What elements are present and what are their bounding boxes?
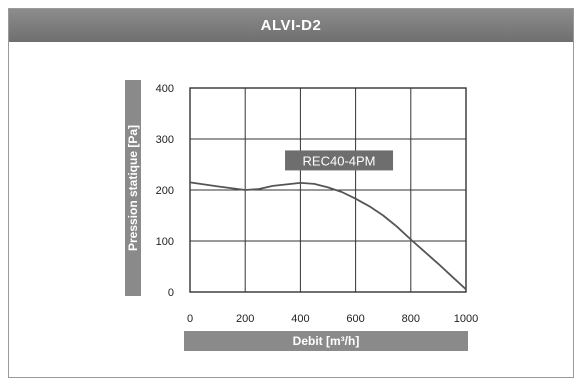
x-tick-label: 400 xyxy=(291,313,309,325)
chart-title: ALVI-D2 xyxy=(260,17,322,34)
plot-frame xyxy=(189,87,467,293)
x-tick-label: 200 xyxy=(236,313,254,325)
y-axis-label: Pression statique [Pa] xyxy=(126,125,140,251)
y-tick-label: 0 xyxy=(168,287,174,299)
x-tick-label: 800 xyxy=(402,313,420,325)
series-line-0 xyxy=(189,181,467,291)
annotation-label-0: REC40-4PM xyxy=(303,153,376,168)
y-tick-label: 200 xyxy=(156,185,174,197)
grid xyxy=(189,87,467,293)
x-axis-label-band xyxy=(184,331,468,351)
x-axis-label: Debit [m³/h] xyxy=(293,334,360,348)
x-tick-label: 1000 xyxy=(454,313,478,325)
chart-panel: ALVI-D2 xyxy=(8,8,574,378)
y-tick-label: 300 xyxy=(156,134,174,146)
title-bar: ALVI-D2 xyxy=(9,9,573,42)
series xyxy=(189,181,467,291)
annotation-box-0 xyxy=(285,150,394,171)
x-tick-label: 600 xyxy=(346,313,364,325)
y-tick-label: 400 xyxy=(156,83,174,95)
y-tick-label: 100 xyxy=(156,236,174,248)
x-tick-label: 0 xyxy=(187,313,193,325)
tick-labels: 0 100 200 300 400 0 200 400 600 800 1000 xyxy=(156,83,479,325)
annotations: REC40-4PM xyxy=(285,150,394,171)
y-axis-label-band xyxy=(125,80,141,296)
